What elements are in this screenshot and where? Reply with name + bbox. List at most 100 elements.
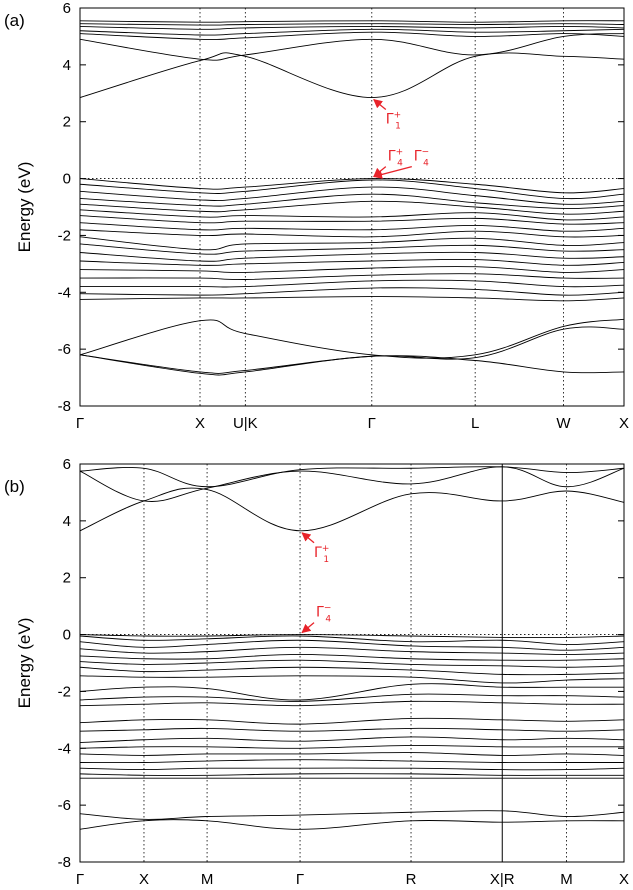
y-tick-label: 4 xyxy=(63,513,71,530)
k-point-label: X xyxy=(195,415,205,432)
annotation-label: Γ+ 1 xyxy=(314,544,329,565)
k-point-label: M xyxy=(560,871,573,888)
valence-band-line xyxy=(80,354,624,376)
y-tick-label: 4 xyxy=(63,57,71,74)
valence-band-line xyxy=(80,251,624,262)
k-point-label: X xyxy=(139,871,149,888)
y-tick-label: -6 xyxy=(58,797,71,814)
valence-band-line xyxy=(80,810,624,820)
valence-band-line xyxy=(80,752,624,756)
valence-band-line xyxy=(80,318,624,359)
y-tick-label: -8 xyxy=(58,398,71,415)
plot-frame xyxy=(79,463,625,863)
valence-band-line xyxy=(80,767,624,771)
y-tick-label: -4 xyxy=(58,740,71,757)
annotation-arrow xyxy=(373,98,387,111)
annotation-arrow xyxy=(372,165,412,179)
annotation-label: Γ+ 4 xyxy=(388,148,403,169)
plot-frame xyxy=(79,7,625,407)
y-axis-title: Energy (eV) xyxy=(15,162,34,253)
valence-band-line xyxy=(80,266,624,273)
valence-band-line xyxy=(80,279,624,288)
y-tick-label: 6 xyxy=(63,0,71,17)
k-point-label: R xyxy=(406,871,417,888)
panel-letter: (b) xyxy=(4,477,25,496)
valence-band-line xyxy=(80,243,624,255)
annotation-label: Γ− 4 xyxy=(316,604,331,625)
valence-band-line xyxy=(80,717,624,725)
y-axis-title: Energy (eV) xyxy=(15,618,34,709)
conduction-band-line xyxy=(80,26,624,30)
valence-band-line xyxy=(80,659,624,668)
valence-band-line xyxy=(80,819,624,830)
conduction-band-line xyxy=(80,466,624,488)
conduction-band-line xyxy=(80,28,624,36)
annotation-label: Γ− 4 xyxy=(414,148,429,169)
panel-b-band-structure: (b) Energy (eV) -8 -6 -4 -2 0 2 4 6 Γ X M Γ R X|R M X Γ+ 1 Γ… xyxy=(4,456,629,888)
k-point-label: Γ xyxy=(76,415,84,432)
k-point-label: U|K xyxy=(233,415,258,432)
bands-group xyxy=(80,20,624,376)
valence-band-line xyxy=(80,222,624,232)
panel-letter: (a) xyxy=(4,11,25,30)
valence-band-line xyxy=(80,666,624,676)
valence-band-line xyxy=(80,634,624,639)
y-tick-label: -2 xyxy=(58,227,71,244)
conduction-band-line xyxy=(80,20,624,23)
valence-band-line xyxy=(80,654,624,661)
conduction-band-line xyxy=(80,31,624,40)
conduction-band-line xyxy=(80,466,624,502)
valence-band-line xyxy=(80,200,624,215)
bands-group xyxy=(80,466,624,830)
valence-band-line xyxy=(80,326,624,374)
valence-band-line xyxy=(80,773,624,776)
valence-band-line xyxy=(80,287,624,296)
valence-band-line xyxy=(80,693,624,702)
k-point-label: Γ xyxy=(76,871,84,888)
valence-band-line xyxy=(80,700,624,707)
k-point-label: X xyxy=(619,871,629,888)
valence-band-line xyxy=(80,236,624,251)
y-tick-label: 2 xyxy=(63,570,71,587)
y-tick-label: 6 xyxy=(63,456,71,473)
y-tick-label: -4 xyxy=(58,284,71,301)
conduction-band-line xyxy=(80,487,624,532)
k-point-label: Γ xyxy=(296,871,304,888)
valence-band-line xyxy=(80,646,624,655)
valence-band-line xyxy=(80,229,624,238)
y-tick-label: -6 xyxy=(58,341,71,358)
valence-band-line xyxy=(80,296,624,302)
y-tick-label: -2 xyxy=(58,683,71,700)
valence-band-line xyxy=(80,727,624,732)
valence-band-line xyxy=(80,179,624,200)
valence-band-line xyxy=(80,759,624,764)
valence-band-line xyxy=(80,675,624,684)
k-point-label: W xyxy=(556,415,571,432)
valence-band-line xyxy=(80,186,624,205)
k-point-label: L xyxy=(471,415,479,432)
valence-band-line xyxy=(80,683,624,701)
valence-band-line xyxy=(80,209,624,221)
panel-a-band-structure: (a) Energy (eV) -8 -6 -4 -2 0 2 4 6 Γ X U|K Γ L W X Γ+ 1 Γ+… xyxy=(4,0,629,432)
k-point-label: M xyxy=(201,871,214,888)
valence-band-line xyxy=(80,215,624,225)
conduction-band-line xyxy=(80,23,624,26)
k-point-label: Γ xyxy=(368,415,376,432)
k-point-label: X xyxy=(619,415,629,432)
valence-band-line xyxy=(80,736,624,744)
valence-band-line xyxy=(80,273,624,281)
valence-band-line xyxy=(80,178,624,194)
valence-band-line xyxy=(80,258,624,266)
annotation-arrow xyxy=(301,622,315,634)
y-tick-label: 0 xyxy=(63,171,71,188)
valence-band-line xyxy=(80,635,624,645)
annotation-label: Γ+ 1 xyxy=(386,111,401,132)
valence-band-line xyxy=(80,639,624,651)
y-tick-label: 2 xyxy=(63,114,71,131)
conduction-band-line xyxy=(80,33,624,61)
k-point-label: X|R xyxy=(490,871,515,888)
y-tick-label: -8 xyxy=(58,854,71,871)
y-tick-label: 0 xyxy=(63,627,71,644)
valence-band-line xyxy=(80,193,624,209)
